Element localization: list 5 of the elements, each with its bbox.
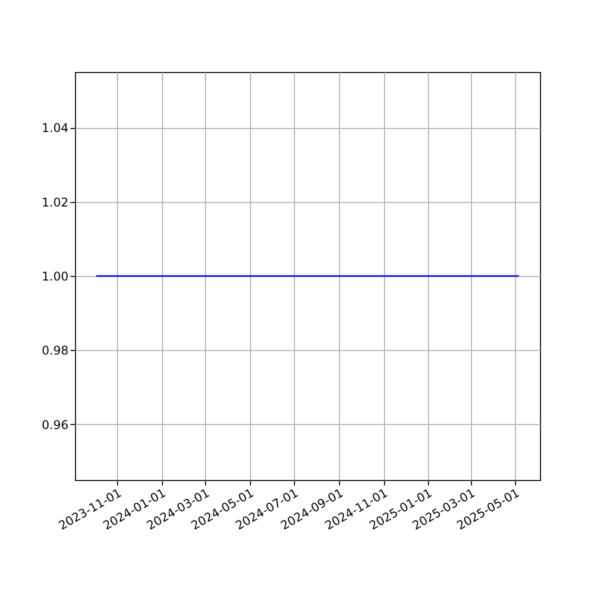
- y-tick-label: 1.00: [42, 270, 68, 284]
- y-tick-label: 1.04: [42, 121, 68, 136]
- y-tick-label: 0.96: [42, 418, 68, 432]
- y-tick-label: 1.02: [42, 195, 68, 210]
- y-tick-label: 0.98: [42, 344, 68, 358]
